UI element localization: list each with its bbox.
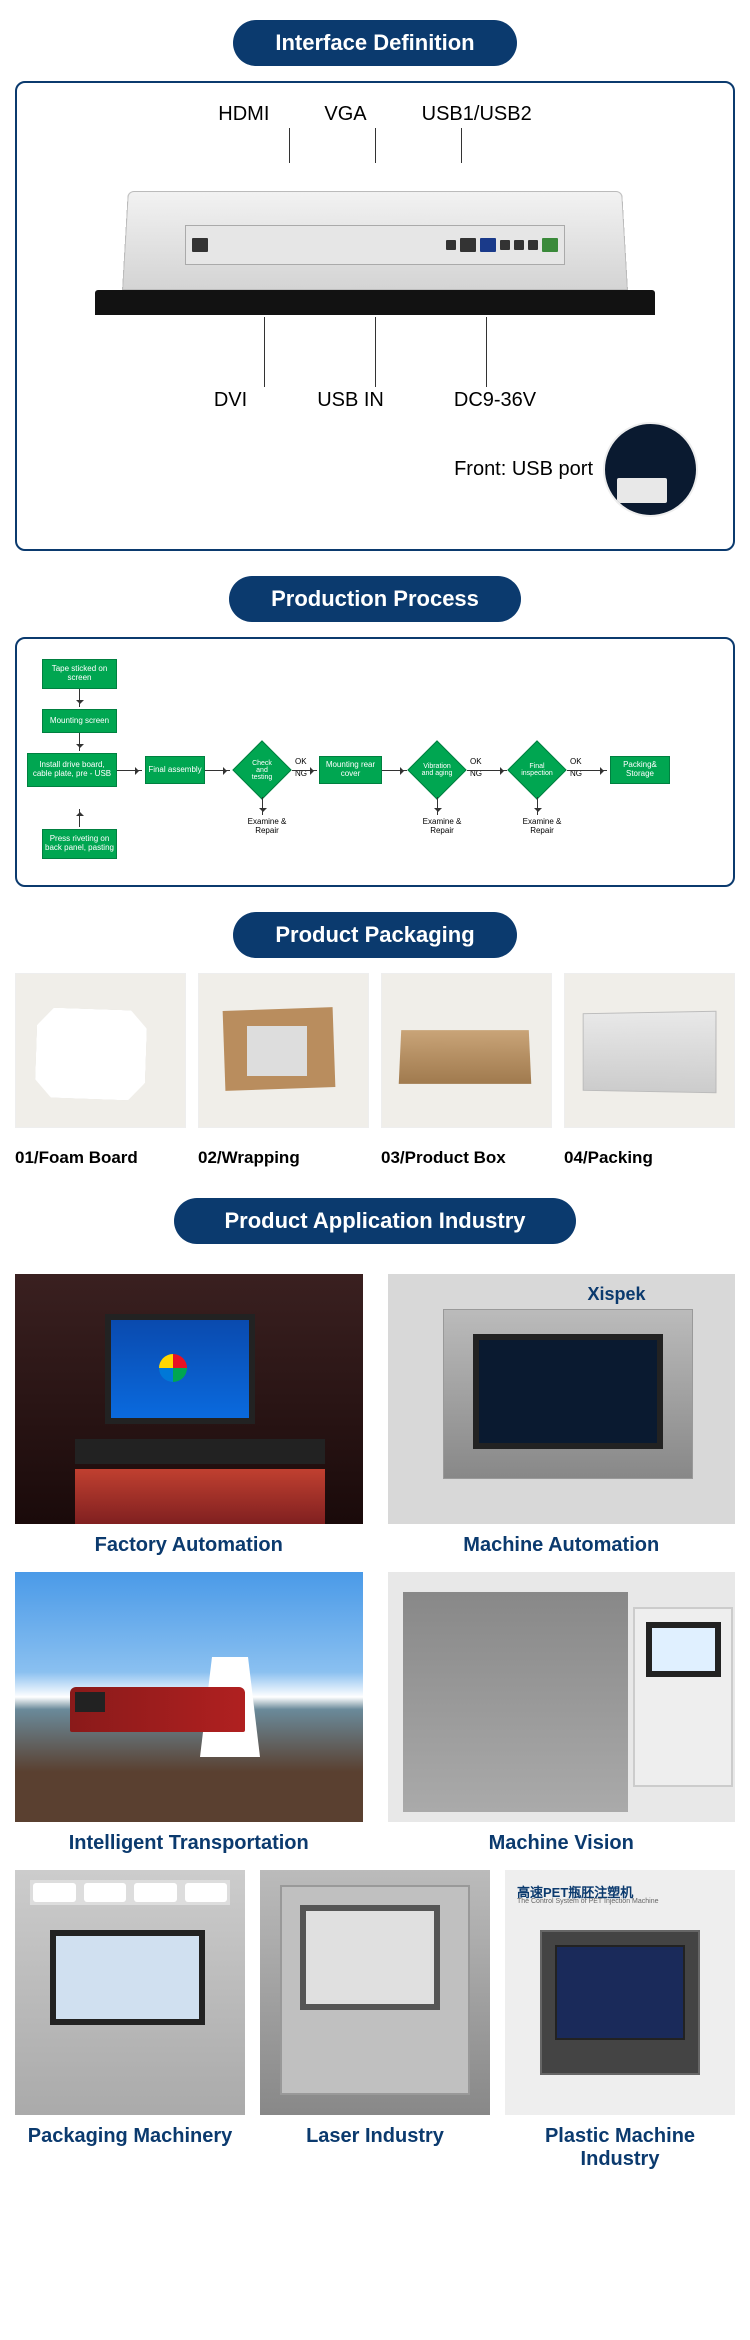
interface-diagram: HDMI VGA USB1/USB2 DVI USB IN DC9-36V Fr…: [15, 81, 735, 551]
pack-caption: 02/Wrapping: [198, 1148, 369, 1168]
app-item-machine-auto: Xispek Machine Automation: [388, 1274, 736, 1557]
flow-node-7: Packing& Storage: [610, 756, 670, 784]
pack-item-productbox: 03/Product Box: [381, 973, 552, 1168]
pack-item-packing: 04/Packing: [564, 973, 735, 1168]
flow-node-2: Mounting screen: [42, 709, 117, 733]
iface-label-usb12: USB1/USB2: [422, 103, 532, 126]
app-caption: Packaging Machinery: [15, 2125, 245, 2148]
front-usb-label: Front: USB port: [454, 458, 593, 481]
flow-repair-2: Examine & Repair: [412, 817, 472, 835]
process-diagram: Tape sticked on screen Mounting screen I…: [15, 637, 735, 887]
section-pill: Production Process: [229, 576, 521, 622]
app-caption: Intelligent Transportation: [15, 1832, 363, 1855]
flow-node-6: Mounting rear cover: [319, 756, 382, 784]
section-header-process: Production Process: [0, 576, 750, 622]
section-header-interface: Interface Definition: [0, 20, 750, 66]
flow-ok-3: OK: [570, 757, 582, 766]
app-item-packaging-mach: Packaging Machinery: [15, 1870, 245, 2171]
app-item-transport: Intelligent Transportation: [15, 1572, 363, 1855]
flow-node-3: Install drive board, cable plate, pre - …: [27, 753, 117, 787]
packaging-grid: 01/Foam Board 02/Wrapping 03/Product Box…: [0, 973, 750, 1178]
pack-caption: 01/Foam Board: [15, 1148, 186, 1168]
flow-decision-1: Check and testing: [232, 740, 292, 800]
app-caption: Machine Vision: [388, 1832, 736, 1855]
iface-label-hdmi: HDMI: [218, 103, 269, 126]
section-header-application: Product Application Industry: [0, 1198, 750, 1244]
pack-caption: 04/Packing: [564, 1148, 735, 1168]
flow-node-1: Tape sticked on screen: [42, 659, 117, 689]
app-caption: Factory Automation: [15, 1534, 363, 1557]
app-caption: Laser Industry: [260, 2125, 490, 2148]
section-pill: Product Packaging: [233, 912, 516, 958]
app-item-laser: Laser Industry: [260, 1870, 490, 2171]
flow-node-4: Press riveting on back panel, pasting: [42, 829, 117, 859]
app-item-factory: Factory Automation: [15, 1274, 363, 1557]
flow-ok-1: OK: [295, 757, 307, 766]
app-row-1: Factory Automation Xispek Machine Automa…: [0, 1259, 750, 1557]
app-item-plastic: 高速PET瓶胚注塑机 The Control System of PET Inj…: [505, 1870, 735, 2171]
section-pill: Interface Definition: [233, 20, 516, 66]
device-illustration: [95, 165, 655, 315]
section-header-packaging: Product Packaging: [0, 912, 750, 958]
pack-item-foam: 01/Foam Board: [15, 973, 186, 1168]
app-caption: Plastic Machine Industry: [505, 2125, 735, 2171]
flow-decision-2: Vibration and aging: [407, 740, 467, 800]
iface-label-vga: VGA: [324, 103, 366, 126]
app-row-2: Intelligent Transportation Machine Visio…: [0, 1557, 750, 1855]
pack-item-wrapping: 02/Wrapping: [198, 973, 369, 1168]
front-usb-thumb: [603, 422, 698, 517]
app-caption: Machine Automation: [388, 1534, 736, 1557]
flow-node-5: Final assembly: [145, 756, 205, 784]
section-pill: Product Application Industry: [174, 1198, 575, 1244]
pack-caption: 03/Product Box: [381, 1148, 552, 1168]
flow-repair-3: Examine & Repair: [512, 817, 572, 835]
iface-label-dvi: DVI: [214, 389, 247, 412]
iface-label-dc: DC9-36V: [454, 389, 536, 412]
flow-decision-3: Final inspection: [507, 740, 567, 800]
flow-repair-1: Examine & Repair: [237, 817, 297, 835]
app-row-3: Packaging Machinery Laser Industry 高速PET…: [0, 1855, 750, 2171]
iface-label-usbin: USB IN: [317, 389, 384, 412]
app-item-vision: Machine Vision: [388, 1572, 736, 1855]
flow-ok-2: OK: [470, 757, 482, 766]
